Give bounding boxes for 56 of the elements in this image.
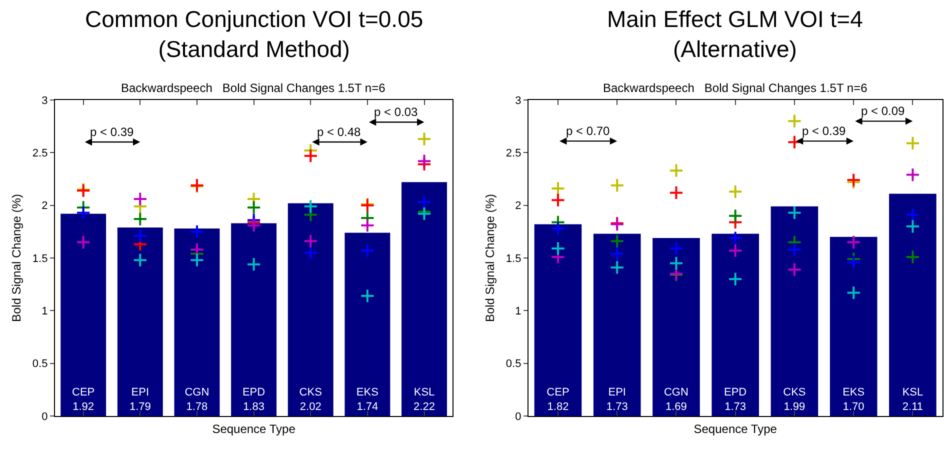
- x-tick-label: KSL: [902, 386, 924, 399]
- chart-subtitle: Backwardspeech Bold Signal Changes 1.5T n=6: [603, 81, 868, 95]
- data-label: 1.92: [72, 401, 94, 413]
- y-axis-title: Bold Signal Change (%): [483, 194, 498, 322]
- data-label: 2.22: [414, 401, 435, 413]
- data-label: 2.02: [300, 401, 322, 413]
- data-label: 1.73: [724, 401, 746, 413]
- data-label: 2.11: [902, 401, 924, 413]
- data-label: 1.83: [243, 401, 264, 413]
- y-tick-label: 2: [515, 200, 522, 212]
- x-axis-title: Sequence Type: [212, 422, 296, 436]
- data-label: 1.78: [186, 401, 208, 413]
- data-label: 1.99: [784, 401, 806, 413]
- data-label: 1.74: [356, 401, 378, 413]
- data-label: 1.70: [842, 401, 864, 413]
- x-tick-label: EKS: [356, 386, 378, 399]
- x-tick-label: CGN: [184, 386, 210, 399]
- annotation: p < 0.39: [90, 125, 134, 139]
- chart-title: Main Effect GLM VOI t=4 (Alternative): [607, 6, 864, 62]
- x-tick-label: EPI: [131, 386, 150, 399]
- annotation: p < 0.03: [374, 105, 418, 119]
- annotation: p < 0.39: [802, 124, 846, 138]
- y-tick-label: 3: [515, 94, 522, 107]
- x-tick-label: EPD: [242, 386, 266, 399]
- data-label: 1.73: [606, 401, 628, 413]
- x-tick-label: CGN: [664, 386, 688, 399]
- x-tick-label: CEP: [546, 386, 570, 399]
- x-tick-label: CKS: [783, 386, 806, 399]
- chart-subtitle: Backwardspeech Bold Signal Changes 1.5T n=6: [121, 81, 386, 95]
- y-tick-label: 1.5: [32, 252, 48, 265]
- annotation: p < 0.48: [317, 125, 362, 139]
- data-label: 1.69: [665, 401, 687, 413]
- y-tick-label: 2.5: [506, 148, 522, 160]
- chart-title: Common Conjunction VOI t=0.05 (Standard Method): [85, 6, 424, 62]
- y-tick-label: 3: [42, 94, 48, 107]
- x-axis-title: Sequence Type: [694, 422, 778, 436]
- y-tick-label: 1.5: [506, 252, 522, 265]
- x-tick-label: CEP: [72, 386, 95, 399]
- y-tick-label: 0.5: [506, 358, 522, 370]
- y-tick-label: 2.5: [32, 148, 48, 160]
- y-tick-label: 2: [42, 200, 48, 212]
- y-tick-label: 0: [515, 410, 522, 423]
- x-tick-label: EPI: [608, 386, 626, 399]
- x-tick-label: EKS: [842, 386, 865, 399]
- y-tick-label: 0.5: [32, 358, 48, 370]
- y-axis-title: Bold Signal Change (%): [10, 194, 24, 322]
- data-label: 1.82: [547, 401, 569, 413]
- annotation: p < 0.09: [861, 104, 906, 118]
- y-tick-label: 1: [515, 306, 522, 318]
- y-tick-label: 0: [42, 410, 48, 423]
- x-tick-label: KSL: [414, 386, 435, 399]
- annotation: p < 0.70: [566, 124, 610, 138]
- x-tick-label: EPD: [724, 386, 747, 399]
- data-label: 1.79: [129, 401, 151, 413]
- x-tick-label: CKS: [299, 386, 322, 399]
- y-tick-label: 1: [42, 306, 48, 318]
